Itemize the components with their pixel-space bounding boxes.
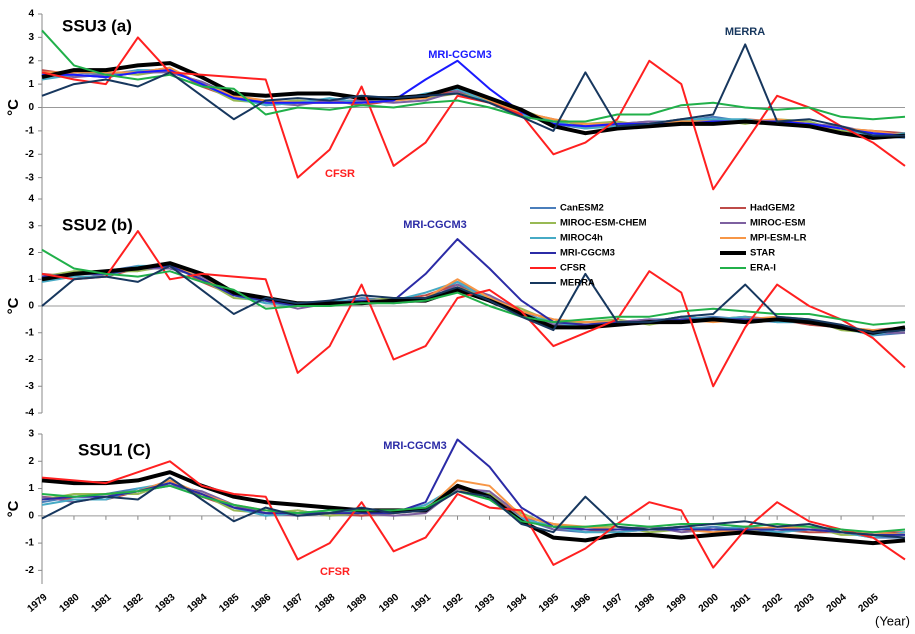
x-tick-label: 2003 — [793, 592, 817, 615]
y-tick-label: -2 — [25, 354, 34, 365]
x-tick-label: 1980 — [57, 592, 81, 615]
y-tick-label: 4 — [28, 194, 34, 205]
x-tick-label: 1992 — [441, 592, 465, 615]
legend-label: MIROC-ESM — [750, 218, 806, 229]
x-tick-label: 1983 — [153, 592, 177, 615]
y-tick-label: -3 — [25, 381, 34, 392]
y-tick-label: 4 — [28, 9, 34, 20]
series-line — [41, 479, 906, 536]
x-tick-label: 1997 — [601, 592, 625, 615]
y-tick-label: -2 — [25, 149, 34, 160]
x-tick-label: 1988 — [313, 592, 337, 615]
y-tick-label: 3 — [28, 429, 34, 440]
legend-label: MIROC4h — [560, 233, 603, 244]
legend-label: ERA-I — [750, 263, 776, 274]
series-line — [41, 36, 906, 191]
x-tick-label: 1979 — [26, 592, 50, 615]
x-tick-label: 1996 — [569, 592, 593, 615]
legend-label: MERRA — [560, 278, 595, 289]
x-tick-label: 1994 — [505, 592, 529, 615]
x-tick-label: 2004 — [825, 592, 849, 615]
series-line — [41, 484, 906, 534]
series-line — [41, 460, 906, 569]
legend-label: HadGEM2 — [750, 203, 795, 214]
panel-title: SSU2 (b) — [62, 215, 133, 234]
legend-label: MRI-CGCM3 — [560, 248, 615, 259]
x-tick-label: 1999 — [665, 592, 689, 615]
y-axis-label: °C — [5, 297, 22, 314]
y-axis-label: °C — [5, 99, 22, 116]
y-tick-label: 1 — [28, 274, 34, 285]
series-line — [41, 248, 906, 326]
series-line — [41, 264, 906, 334]
x-tick-label: 1982 — [121, 592, 145, 615]
x-tick-label: 1990 — [377, 592, 401, 615]
panel-title: SSU1 (C) — [78, 440, 151, 459]
x-tick-label: 1993 — [473, 592, 497, 615]
series-line — [41, 262, 905, 332]
y-tick-label: -1 — [25, 327, 34, 338]
x-tick-label: 1995 — [537, 592, 561, 615]
annotation: MRI-CGCM3 — [383, 440, 447, 452]
x-tick-label: 1987 — [281, 592, 305, 615]
x-axis-label: (Year) — [875, 613, 910, 628]
x-tick-label: 1991 — [409, 592, 433, 615]
y-tick-label: 0 — [28, 301, 34, 312]
y-tick-label: 3 — [28, 220, 34, 231]
x-tick-label: 1986 — [249, 592, 273, 615]
y-tick-label: 1 — [28, 483, 34, 494]
y-tick-label: 3 — [28, 32, 34, 43]
x-tick-label: 1981 — [89, 592, 113, 615]
series-line — [41, 476, 906, 539]
x-tick-label: 1984 — [185, 592, 209, 615]
y-tick-label: 2 — [28, 55, 34, 66]
y-tick-label: -2 — [25, 565, 34, 576]
panel-title: SSU3 (a) — [62, 16, 132, 35]
series-line — [41, 470, 906, 546]
x-tick-label: 2000 — [697, 592, 721, 615]
y-tick-label: 2 — [28, 247, 34, 258]
y-tick-label: -4 — [25, 408, 34, 419]
x-tick-label: 2002 — [761, 592, 785, 615]
y-tick-label: -1 — [25, 126, 34, 137]
x-tick-label: 1985 — [217, 592, 241, 615]
series-line — [41, 61, 906, 140]
annotation: CFSR — [320, 566, 350, 578]
series-line — [41, 264, 906, 337]
series-line — [41, 43, 905, 137]
x-tick-label: 2005 — [857, 592, 881, 615]
legend-label: CFSR — [560, 263, 586, 274]
annotation: MRI-CGCM3 — [403, 219, 467, 231]
y-tick-label: 0 — [28, 510, 34, 521]
series-line — [41, 29, 906, 123]
legend-label: STAR — [750, 248, 775, 259]
x-tick-label: 2001 — [729, 592, 753, 615]
y-tick-label: 1 — [28, 79, 34, 90]
y-tick-label: -1 — [25, 538, 34, 549]
legend-label: MPI-ESM-LR — [750, 233, 807, 244]
y-axis-label: °C — [5, 500, 22, 517]
annotation: MRI-CGCM3 — [428, 49, 492, 61]
legend-label: MIROC-ESM-CHEM — [560, 218, 647, 229]
y-tick-label: 2 — [28, 456, 34, 467]
legend-label: CanESM2 — [560, 203, 604, 214]
y-tick-label: 0 — [28, 102, 34, 113]
x-tick-label: 1998 — [633, 592, 657, 615]
series-line — [41, 264, 906, 337]
series-line — [41, 261, 906, 335]
annotation: CFSR — [325, 168, 355, 180]
annotation: MERRA — [725, 26, 765, 38]
x-tick-label: 1989 — [345, 592, 369, 615]
y-tick-label: -3 — [25, 172, 34, 183]
